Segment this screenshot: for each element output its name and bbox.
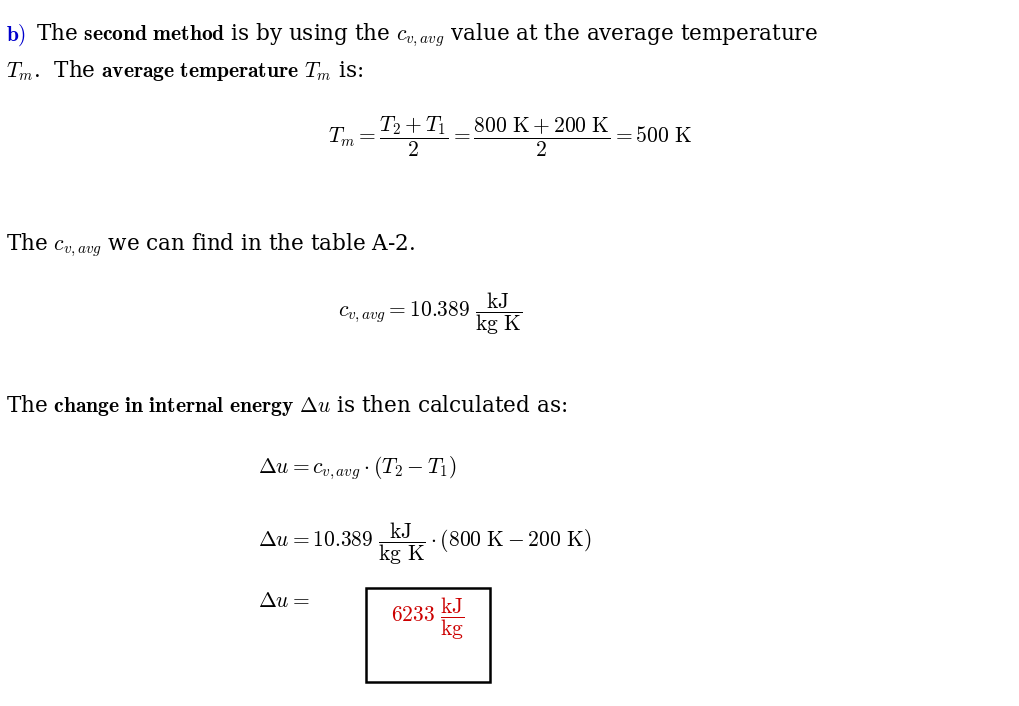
Text: $\Delta u = $: $\Delta u = $ — [258, 590, 309, 612]
FancyBboxPatch shape — [366, 588, 489, 682]
Text: $T_m$.  The $\mathbf{average\ temperature}$ $T_m$ is:: $T_m$. The $\mathbf{average\ temperature… — [6, 58, 363, 83]
Text: $6233\ \dfrac{\mathrm{kJ}}{\mathrm{kg}}$: $6233\ \dfrac{\mathrm{kJ}}{\mathrm{kg}}$ — [390, 595, 465, 642]
Text: $c_{v,avg} = 10.389\ \dfrac{\mathrm{kJ}}{\mathrm{kg\ K}}$: $c_{v,avg} = 10.389\ \dfrac{\mathrm{kJ}}… — [337, 290, 522, 337]
Text: The $\mathbf{second\ method}$ is by using the $c_{v,avg}$ value at the average t: The $\mathbf{second\ method}$ is by usin… — [36, 22, 817, 49]
Text: The $\mathbf{change\ in\ internal\ energy}$ $\Delta u$ is then calculated as:: The $\mathbf{change\ in\ internal\ energ… — [6, 393, 567, 418]
Text: $\Delta u = 10.389\ \dfrac{\mathrm{kJ}}{\mathrm{kg\ K}} \cdot (800\ \mathrm{K} -: $\Delta u = 10.389\ \dfrac{\mathrm{kJ}}{… — [258, 520, 591, 567]
Text: $T_m = \dfrac{T_2 + T_1}{2} = \dfrac{800\ \mathrm{K} + 200\ \mathrm{K}}{2} = 500: $T_m = \dfrac{T_2 + T_1}{2} = \dfrac{800… — [328, 115, 691, 160]
Text: The $c_{v,avg}$ we can find in the table A-2.: The $c_{v,avg}$ we can find in the table… — [6, 232, 415, 259]
Text: $\mathbf{b)}$: $\mathbf{b)}$ — [6, 22, 26, 47]
Text: $\Delta u = c_{v,avg} \cdot (T_2 - T_1)$: $\Delta u = c_{v,avg} \cdot (T_2 - T_1)$ — [258, 455, 457, 482]
